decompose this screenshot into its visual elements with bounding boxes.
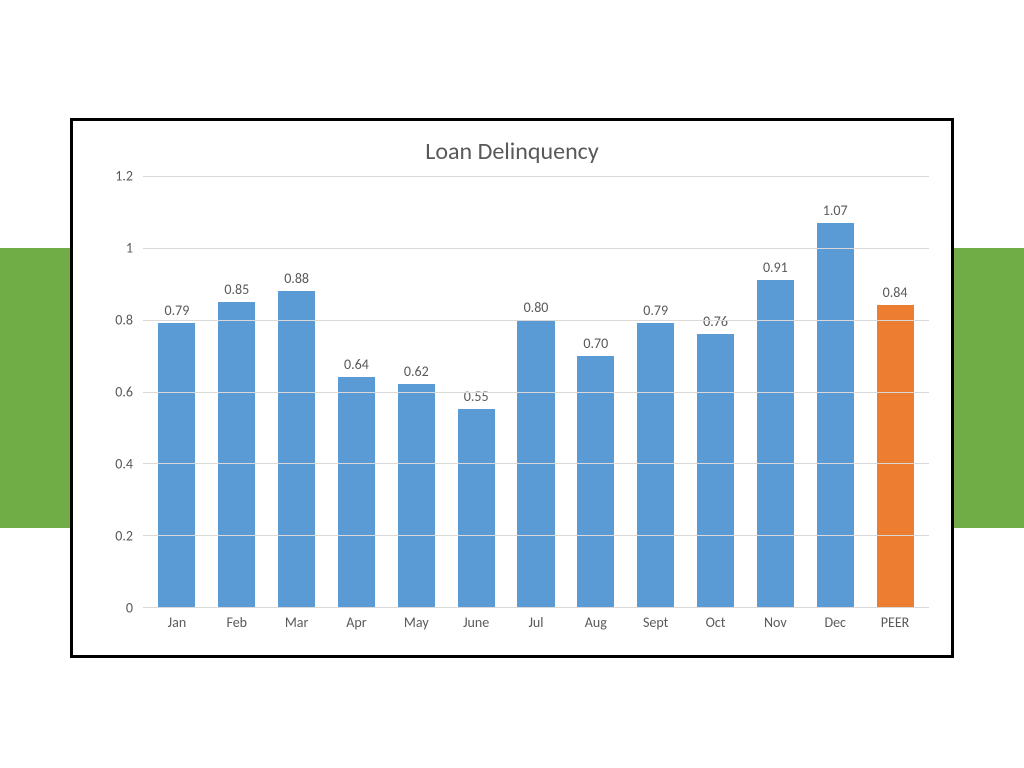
bar-value-label: 0.79 [643,302,668,319]
y-tick-label: 0.2 [115,528,133,545]
bar-value-label: 0.88 [284,270,309,287]
y-tick-label: 0.8 [115,311,133,328]
y-tick-label: 0 [126,600,133,617]
x-tick-label: Jul [506,608,566,636]
x-tick-label: June [446,608,506,636]
y-axis: 00.20.40.60.811.2 [95,176,141,608]
bar [697,334,734,607]
x-axis: JanFebMarAprMayJuneJulAugSeptOctNovDecPE… [143,608,929,636]
chart-container: Loan Delinquency 0 0.2 0.4 0.6 0.8 1 1.2 0.79 0… [70,118,954,658]
bar-value-label: 0.62 [404,363,429,380]
bar-value-label: 0.76 [703,313,728,330]
bar [218,302,255,607]
gridline [143,535,929,536]
gridline [143,248,929,249]
x-tick-label: May [386,608,446,636]
bar [398,384,435,607]
bar-value-label: 0.84 [883,284,908,301]
x-tick-label: Aug [566,608,626,636]
plot-wrap: 00.20.40.60.811.2 0.790.850.880.640.620.… [95,176,929,636]
y-tick-label: 1 [126,239,133,256]
bar-value-label: 0.64 [344,356,369,373]
chart-title: Loan Delinquency [95,137,929,166]
gridline [143,463,929,464]
x-tick-label: Nov [745,608,805,636]
bar [637,323,674,607]
x-tick-label: Dec [805,608,865,636]
gridline [143,320,929,321]
bar [757,280,794,607]
x-tick-label: Oct [686,608,746,636]
bar-value-label: 0.91 [763,259,788,276]
bar-value-label: 0.70 [583,335,608,352]
bar [877,305,914,607]
x-tick-label: Jan [147,608,207,636]
y-tick-label: 0.4 [115,455,133,472]
x-tick-label: PEER [865,608,925,636]
x-tick-label: Sept [626,608,686,636]
x-tick-label: Mar [267,608,327,636]
bar [338,377,375,607]
bar [458,409,495,607]
bar-value-label: 0.79 [165,302,190,319]
bar [817,223,854,607]
bar-value-label: 0.80 [524,299,549,316]
x-tick-label: Feb [207,608,267,636]
bar [278,291,315,607]
bar-value-label: 1.07 [823,202,848,219]
gridline [143,176,929,177]
bar [158,323,195,607]
x-tick-label: Apr [327,608,387,636]
plot-area: 0.790.850.880.640.620.550.800.700.790.76… [143,176,929,608]
gridline [143,392,929,393]
bar-value-label: 0.85 [224,281,249,298]
y-tick-label: 1.2 [115,168,133,185]
bar [577,356,614,607]
y-tick-label: 0.6 [115,384,133,401]
